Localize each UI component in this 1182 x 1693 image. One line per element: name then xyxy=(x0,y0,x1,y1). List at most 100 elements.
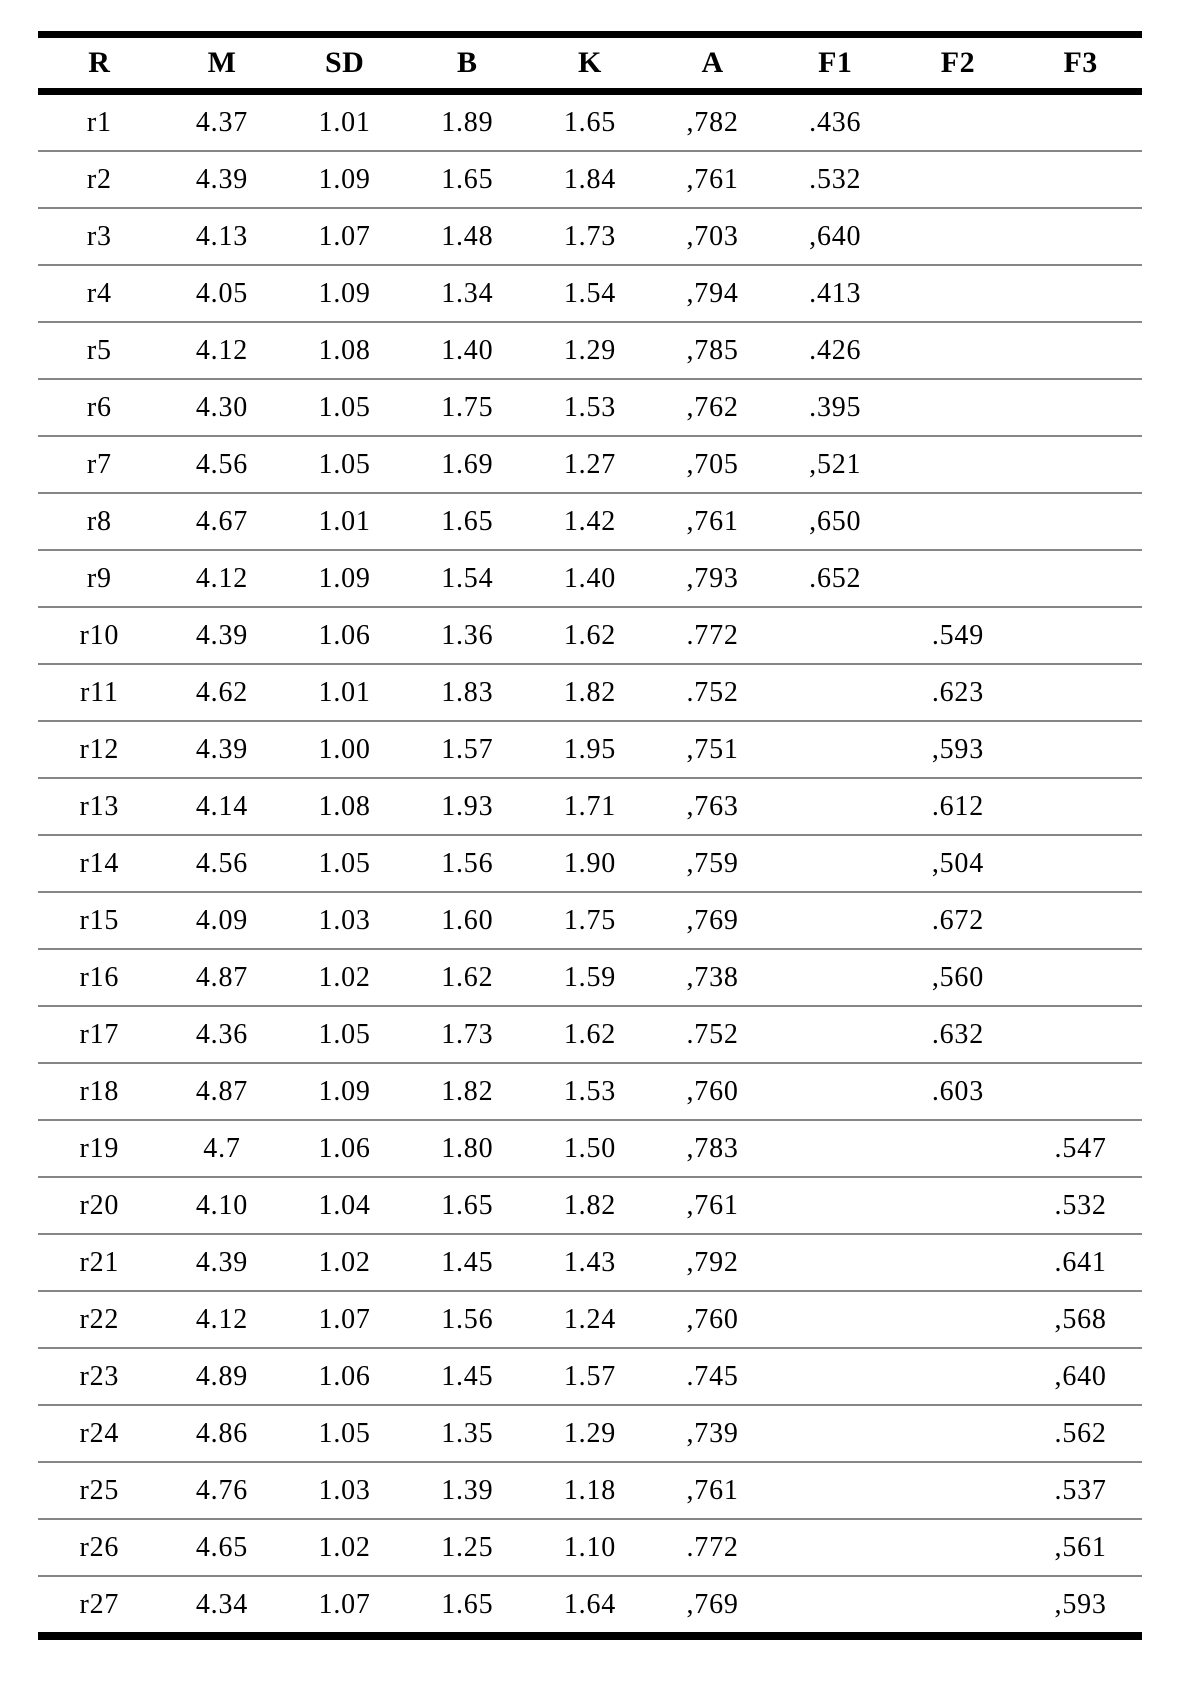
table-cell: 4.65 xyxy=(160,1518,284,1576)
table-cell: 1.57 xyxy=(528,1347,652,1405)
table-cell: 1.73 xyxy=(405,1005,529,1063)
row-label: r7 xyxy=(38,435,161,493)
table-cell: 1.53 xyxy=(528,1062,652,1120)
table-cell: 1.24 xyxy=(528,1290,652,1348)
table-cell xyxy=(1019,207,1142,265)
table-cell: 4.39 xyxy=(160,720,284,778)
row-label: r26 xyxy=(38,1518,161,1576)
table-cell: ,761 xyxy=(651,1176,774,1234)
table-cell xyxy=(1019,720,1142,778)
table-cell: 4.7 xyxy=(160,1119,284,1177)
table-cell: 1.08 xyxy=(283,321,406,379)
table-row: r16 4.87 1.02 1.62 1.59,738 ,560 xyxy=(38,948,1142,1006)
table-cell: ,593 xyxy=(1019,1575,1142,1636)
table-cell: ,769 xyxy=(651,1575,774,1636)
row-label: r2 xyxy=(38,150,161,208)
table-cell: ,763 xyxy=(651,777,774,835)
table-cell: 1.65 xyxy=(405,150,529,208)
table-cell: 1.56 xyxy=(405,834,529,892)
table-row: r20 4.10 1.04 1.65 1.82,761 .532 xyxy=(38,1176,1142,1234)
table-cell: 1.54 xyxy=(405,549,529,607)
table-cell: 1.93 xyxy=(405,777,529,835)
table-cell: 1.35 xyxy=(405,1404,529,1462)
table-cell: 1.83 xyxy=(405,663,529,721)
table-cell: .672 xyxy=(896,891,1020,949)
table-row: r2 4.39 1.09 1.65 1.84,761.532 xyxy=(38,150,1142,208)
table-cell: 1.62 xyxy=(405,948,529,1006)
table-cell: 1.36 xyxy=(405,606,529,664)
table-cell: 1.95 xyxy=(528,720,652,778)
row-label: r18 xyxy=(38,1062,161,1120)
row-label: r19 xyxy=(38,1119,161,1177)
table-cell: 4.67 xyxy=(160,492,284,550)
row-label: r23 xyxy=(38,1347,161,1405)
table-cell xyxy=(896,1575,1020,1636)
table-cell: 4.87 xyxy=(160,948,284,1006)
table-cell xyxy=(1019,1005,1142,1063)
table-cell xyxy=(896,207,1020,265)
table-row: r19 4.7 1.06 1.80 1.50,783 .547 xyxy=(38,1119,1142,1177)
table-cell: .532 xyxy=(1019,1176,1142,1234)
row-label: r27 xyxy=(38,1575,161,1636)
table-cell: .641 xyxy=(1019,1233,1142,1291)
stats-table-container: R M SD B K A F1 F2 F3 r1 4.37 1.01 1.89 1.65… xyxy=(38,31,1142,1640)
table-row: r7 4.56 1.05 1.69 1.27,705,521 xyxy=(38,435,1142,493)
table-cell: 4.12 xyxy=(160,321,284,379)
table-cell: 1.01 xyxy=(283,492,406,550)
table-row: r27 4.34 1.07 1.65 1.64,769 ,593 xyxy=(38,1575,1142,1636)
column-header-k: K xyxy=(528,34,652,95)
table-cell: 1.65 xyxy=(405,492,529,550)
table-cell xyxy=(773,948,897,1006)
table-cell: 1.09 xyxy=(283,264,406,322)
table-cell xyxy=(773,1176,897,1234)
table-cell xyxy=(896,321,1020,379)
table-cell: 1.05 xyxy=(283,378,406,436)
table-cell: 1.09 xyxy=(283,549,406,607)
table-cell: ,759 xyxy=(651,834,774,892)
table-cell xyxy=(896,264,1020,322)
table-cell: ,761 xyxy=(651,1461,774,1519)
table-row: r9 4.12 1.09 1.54 1.40,793.652 xyxy=(38,549,1142,607)
table-cell xyxy=(1019,663,1142,721)
table-cell: .549 xyxy=(896,606,1020,664)
table-cell: .623 xyxy=(896,663,1020,721)
column-header-a: A xyxy=(651,34,774,95)
table-cell xyxy=(896,549,1020,607)
row-label: r6 xyxy=(38,378,161,436)
table-cell xyxy=(1019,378,1142,436)
table-cell: .632 xyxy=(896,1005,1020,1063)
table-body: r1 4.37 1.01 1.89 1.65,782.436 r2 4.39 1.09 1.65… xyxy=(38,92,1142,1636)
table-cell: 4.56 xyxy=(160,435,284,493)
table-cell: 1.07 xyxy=(283,1290,406,1348)
table-cell: ,760 xyxy=(651,1062,774,1120)
row-label: r22 xyxy=(38,1290,161,1348)
table-cell: 1.56 xyxy=(405,1290,529,1348)
table-cell: 4.36 xyxy=(160,1005,284,1063)
table-cell: 1.82 xyxy=(528,1176,652,1234)
column-header-f1: F1 xyxy=(773,34,897,95)
table-cell: .745 xyxy=(651,1347,774,1405)
column-header-b: B xyxy=(405,34,529,95)
table-cell xyxy=(896,1404,1020,1462)
table-cell: 1.57 xyxy=(405,720,529,778)
table-cell: 1.73 xyxy=(528,207,652,265)
table-row: r6 4.30 1.05 1.75 1.53,762.395 xyxy=(38,378,1142,436)
table-cell: 1.00 xyxy=(283,720,406,778)
row-label: r15 xyxy=(38,891,161,949)
table-cell: ,640 xyxy=(1019,1347,1142,1405)
table-cell: .395 xyxy=(773,378,897,436)
table-cell: .772 xyxy=(651,1518,774,1576)
table-cell xyxy=(896,492,1020,550)
table-cell xyxy=(1019,435,1142,493)
table-cell: .537 xyxy=(1019,1461,1142,1519)
table-cell: 1.65 xyxy=(563,106,617,138)
table-cell: 1.03 xyxy=(283,1461,406,1519)
row-label: r10 xyxy=(38,606,161,664)
table-cell: 4.14 xyxy=(160,777,284,835)
table-cell: 4.62 xyxy=(160,663,284,721)
table-row: r13 4.14 1.08 1.93 1.71,763 .612 xyxy=(38,777,1142,835)
row-label: r25 xyxy=(38,1461,161,1519)
table-cell: 1.02 xyxy=(283,1233,406,1291)
table-cell: 1.80 xyxy=(405,1119,529,1177)
table-cell xyxy=(773,663,897,721)
